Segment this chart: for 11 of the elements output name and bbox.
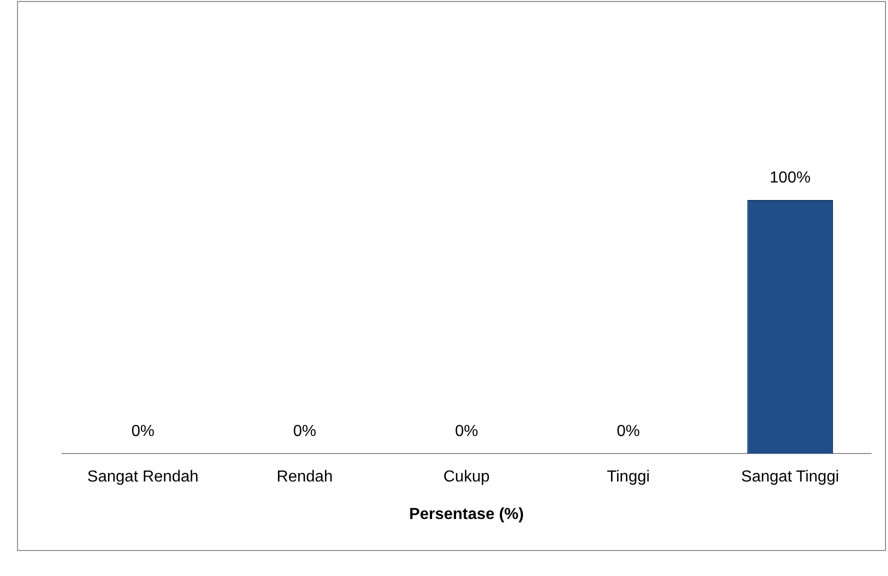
x-axis-title: Persentase (%) [409,506,524,523]
x-tick-label: Sangat Rendah [87,468,198,486]
data-label: 0% [454,423,478,440]
data-label: 100% [770,169,811,186]
x-tick-label: Sangat Tinggi [741,468,840,486]
x-tick-label: Rendah [276,468,333,486]
data-label: 0% [131,423,154,440]
data-label: 0% [616,423,640,440]
x-tick-label: Cukup [443,468,490,486]
x-tick-label: Tinggi [606,468,650,486]
data-label: 0% [293,423,316,440]
